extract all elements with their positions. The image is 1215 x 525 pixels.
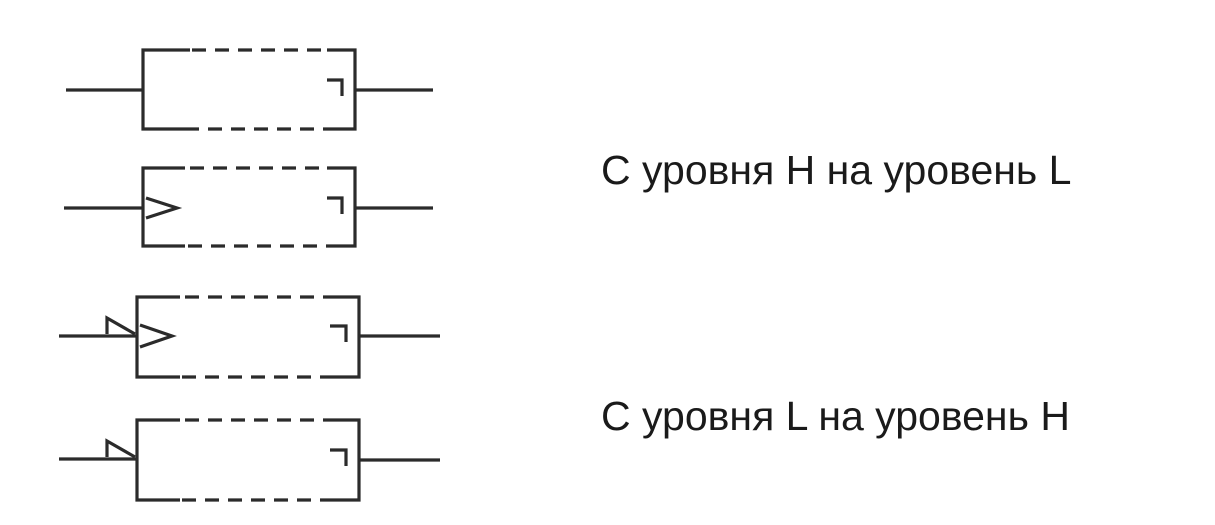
dynamic-input-triangle: [139, 323, 177, 349]
output-corner-mark: [327, 196, 344, 214]
output-corner-mark: [330, 324, 348, 342]
label-l-to-h: С уровня L на уровень H: [601, 393, 1070, 439]
symbol-negated-dynamic-input: [59, 295, 440, 379]
element-frame-solid: [135, 295, 180, 379]
label-h-to-l: С уровня H на уровень L: [601, 147, 1072, 193]
output-corner-mark: [327, 78, 344, 96]
dynamic-input-triangle: [145, 196, 183, 220]
symbol-dynamic-input: [64, 166, 433, 248]
negation-wedge: [105, 438, 136, 459]
element-frame-solid: [141, 166, 185, 248]
element-frame-solid: [135, 418, 180, 502]
output-corner-mark: [330, 448, 348, 466]
negation-wedge: [105, 315, 136, 336]
element-frame-solid: [141, 48, 190, 131]
symbol-negated-input: [59, 418, 440, 502]
symbol-plain: [66, 48, 433, 131]
